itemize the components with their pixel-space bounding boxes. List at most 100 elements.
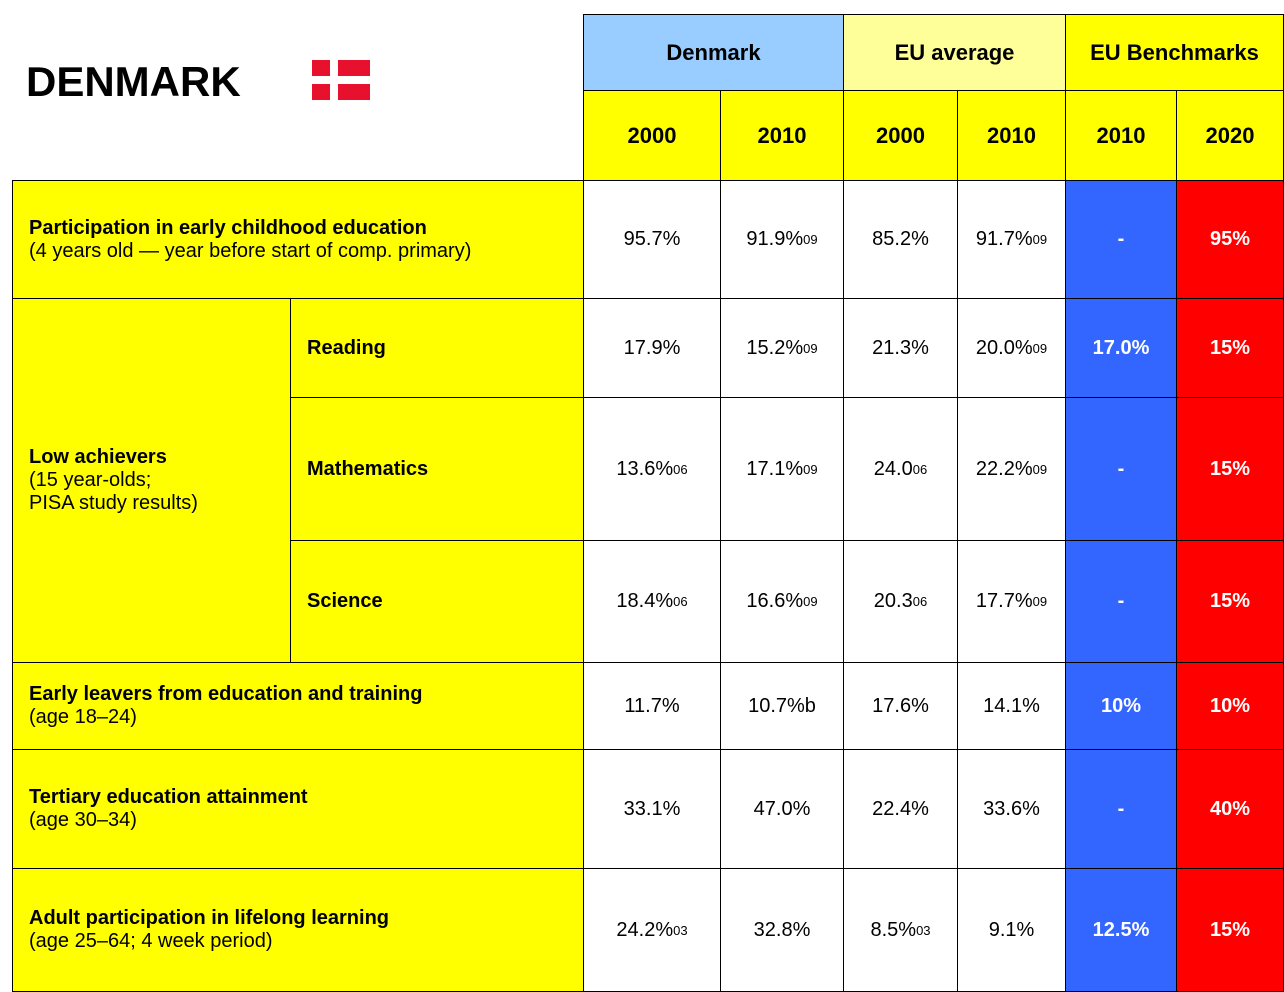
value: -	[1117, 457, 1125, 480]
value-cell: 10%	[1065, 662, 1177, 750]
group-header: EU average	[843, 14, 1066, 91]
row-label: Mathematics	[290, 397, 584, 541]
value: 8.5%	[870, 918, 917, 941]
value-cell: 12.5%	[1065, 868, 1177, 992]
row-note: (age 25–64; 4 week period)	[29, 930, 273, 952]
footnote: 09	[803, 461, 818, 477]
value: 95.7%	[623, 228, 681, 250]
row-label: Adult participation in lifelong learning…	[12, 868, 584, 992]
value-cell: 17.0%	[1065, 298, 1177, 398]
footnote: 09	[1032, 232, 1048, 247]
row-title: Adult participation in lifelong learning	[29, 907, 389, 929]
value-cell: 85.2%	[843, 180, 958, 299]
value: 10.7%b	[748, 694, 816, 717]
value: 85.2%	[872, 228, 929, 250]
value-cell: -	[1065, 540, 1177, 663]
value: -	[1117, 590, 1125, 612]
value-cell: 11.7%	[583, 662, 721, 750]
value: 24.0	[873, 457, 913, 480]
row-label: Reading	[290, 298, 584, 398]
row-title: Tertiary education attainment	[29, 786, 308, 808]
footnote: 09	[1032, 461, 1048, 477]
row-note: (age 30–34)	[29, 809, 137, 831]
value-cell: 40%	[1176, 749, 1284, 869]
value-cell: -	[1065, 180, 1177, 299]
value-cell: 15.2% 09	[720, 298, 844, 398]
value: 15%	[1209, 457, 1251, 480]
row-note: (4 years old — year before start of comp…	[29, 239, 472, 262]
footnote: 06	[912, 594, 928, 609]
row-label: Science	[290, 540, 584, 663]
value: 91.9%	[746, 228, 804, 250]
group-label: EU average	[894, 39, 1015, 65]
value: 22.4%	[872, 797, 929, 820]
value: 15%	[1209, 918, 1251, 941]
value: 40%	[1209, 797, 1251, 820]
group-header: EU Benchmarks	[1065, 14, 1284, 91]
row-title: Participation in early childhood educati…	[29, 216, 427, 239]
value-cell: 33.1%	[583, 749, 721, 869]
row-title: Early leavers from education and trainin…	[29, 683, 423, 705]
row-title: Low achievers	[29, 446, 167, 468]
value-cell: 10%	[1176, 662, 1284, 750]
value-cell: 24.2% 03	[583, 868, 721, 992]
value: 9.1%	[988, 918, 1035, 941]
value: -	[1117, 228, 1125, 250]
row-title: Mathematics	[307, 457, 429, 480]
year-header: 2010	[720, 90, 844, 181]
group-label: Denmark	[666, 39, 761, 65]
value: 21.3%	[872, 336, 929, 359]
footnote: 06	[912, 461, 928, 477]
year-label: 2000	[627, 122, 677, 148]
value: 15%	[1209, 336, 1251, 359]
value-cell: 20.3 06	[843, 540, 958, 663]
year-label: 2000	[876, 122, 925, 148]
value-cell: 24.0 06	[843, 397, 958, 541]
footnote: 03	[916, 922, 931, 938]
value-cell: 17.6%	[843, 662, 958, 750]
value: 12.5%	[1092, 918, 1150, 941]
group-header: Denmark	[583, 14, 844, 91]
footnote: 09	[803, 340, 818, 356]
value-cell: 17.9%	[583, 298, 721, 398]
value: 13.6%	[616, 457, 674, 480]
value-cell: 17.1% 09	[720, 397, 844, 541]
value-cell: 22.2% 09	[957, 397, 1066, 541]
value: 17.1%	[746, 457, 804, 480]
value-cell: -	[1065, 397, 1177, 541]
value: 95%	[1209, 228, 1251, 250]
value-cell: 21.3%	[843, 298, 958, 398]
value-cell: 14.1%	[957, 662, 1066, 750]
value-cell: 32.8%	[720, 868, 844, 992]
footnote: 06	[673, 461, 688, 477]
year-header: 2000	[843, 90, 958, 181]
value: -	[1117, 797, 1125, 820]
year-label: 2010	[1096, 122, 1146, 148]
footnote: 03	[673, 922, 688, 938]
value-cell: 91.7% 09	[957, 180, 1066, 299]
year-header: 2010	[1065, 90, 1177, 181]
value: 33.1%	[623, 797, 681, 820]
value: 32.8%	[753, 918, 811, 941]
value-cell: 10.7%b	[720, 662, 844, 750]
row-note: (15 year-olds; PISA study results)	[29, 469, 198, 514]
value-cell: 18.4% 06	[583, 540, 721, 663]
year-header: 2000	[583, 90, 721, 181]
footnote: 06	[673, 594, 688, 609]
value-cell: 20.0% 09	[957, 298, 1066, 398]
value-cell: 15%	[1176, 397, 1284, 541]
title: DENMARK	[26, 58, 241, 105]
value-cell: 95%	[1176, 180, 1284, 299]
value: 20.0%	[975, 336, 1033, 359]
year-label: 2010	[757, 122, 807, 148]
row-label: Early leavers from education and trainin…	[12, 662, 584, 750]
year-label: 2020	[1205, 122, 1255, 148]
footnote: 09	[803, 232, 818, 247]
value: 18.4%	[616, 590, 674, 612]
group-label: EU Benchmarks	[1090, 39, 1259, 65]
footnote: 09	[1032, 340, 1048, 356]
value: 33.6%	[983, 797, 1040, 820]
value-cell: 91.9% 09	[720, 180, 844, 299]
value: 17.0%	[1092, 336, 1150, 359]
